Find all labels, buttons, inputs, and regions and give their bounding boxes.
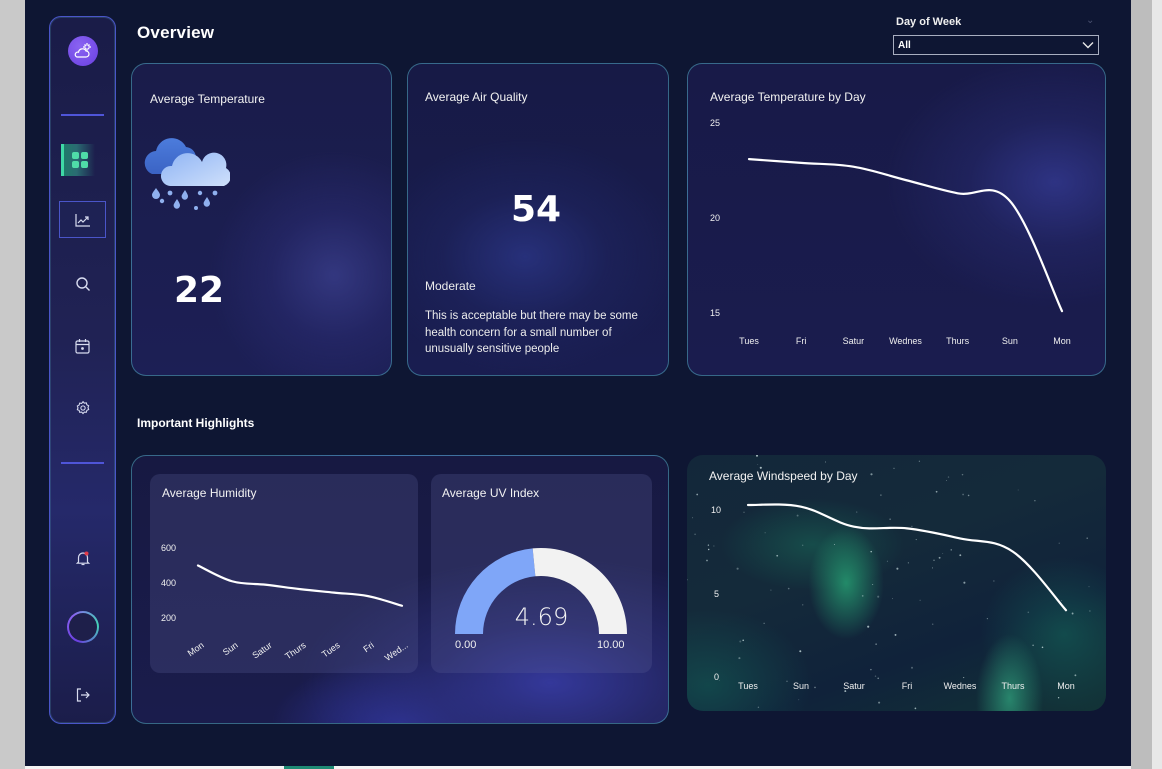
x-tick: Wednes (889, 336, 922, 346)
temperature-by-day-chart-card: Average Temperature by Day 25 20 15 Tues… (687, 63, 1106, 376)
x-tick: Sun (792, 681, 810, 691)
sidebar-divider (61, 114, 104, 116)
sidebar-divider (61, 462, 104, 464)
average-temperature-card: Average Temperature 22 (131, 63, 392, 376)
average-humidity-card: Average Humidity 600 400 200 Mon Sun Satur… (150, 474, 418, 673)
y-tick: 0 (714, 672, 720, 682)
average-uv-index-card: Average UV Index 4.69 0.00 10.00 (431, 474, 652, 673)
sidebar-item-calendar[interactable] (50, 336, 115, 356)
card-title: Average Temperature (150, 92, 265, 106)
x-tick: Satur (842, 336, 865, 346)
x-tick: Mon (1057, 681, 1075, 691)
rain-cloud-icon (144, 138, 230, 210)
cloud-sun-icon (67, 36, 98, 66)
humidity-line-chart[interactable] (150, 474, 418, 673)
y-tick: 5 (714, 589, 720, 599)
sidebar-item-settings[interactable] (50, 398, 115, 418)
y-tick: 25 (710, 118, 721, 128)
section-title: Important Highlights (137, 416, 255, 430)
search-icon (75, 277, 90, 291)
filter-collapse-chevron-icon[interactable]: ⌄ (1086, 15, 1095, 26)
sidebar-item-analytics[interactable] (59, 201, 106, 238)
uv-index-gauge (455, 548, 627, 634)
air-quality-description: This is acceptable but there may be some… (425, 310, 638, 355)
y-tick: 600 (161, 543, 177, 553)
average-air-quality-card: Average Air Quality 54 Moderate This is … (407, 63, 669, 376)
page-tabs-strip (25, 766, 1131, 769)
x-tick: Thurs (1001, 681, 1025, 691)
x-tick: Thurs (946, 336, 970, 346)
chart-title: Average UV Index (442, 486, 540, 500)
chart-title: Average Humidity (162, 486, 257, 500)
sidebar-item-logout[interactable] (50, 685, 115, 705)
average-temperature-value: 22 (174, 270, 225, 311)
chart-title: Average Windspeed by Day (709, 469, 858, 483)
day-of-week-filter-label: Day of Week (896, 16, 962, 28)
logout-icon (76, 688, 90, 702)
y-tick: 400 (161, 578, 177, 588)
x-tick: Sun (1001, 336, 1018, 346)
vertical-scrollbar-track[interactable] (1152, 0, 1162, 769)
gear-icon (76, 400, 89, 415)
active-page-tab[interactable] (284, 766, 334, 769)
grid-icon (71, 152, 88, 168)
data-line (747, 158, 1064, 313)
chevron-down-icon (1082, 42, 1094, 49)
sidebar-logo[interactable] (50, 36, 115, 66)
x-tick: Satur (843, 681, 865, 691)
windspeed-line-chart[interactable] (687, 455, 1106, 711)
x-tick: Tues (738, 681, 758, 691)
day-of-week-select[interactable]: All (893, 35, 1099, 55)
trend-chart-icon (74, 213, 90, 227)
gauge-min-label: 0.00 (455, 639, 477, 651)
sidebar-item-profile[interactable] (50, 609, 115, 645)
air-quality-value: 54 (511, 189, 562, 230)
gauge-max-label: 10.00 (597, 639, 625, 651)
page-title: Overview (137, 23, 215, 42)
bell-icon (75, 551, 90, 566)
chart-title: Average Temperature by Day (710, 90, 866, 104)
y-tick: 15 (710, 308, 721, 318)
highlights-card: Average Humidity 600 400 200 Mon Sun Satur… (131, 455, 669, 724)
avatar (67, 611, 99, 643)
sidebar (49, 16, 116, 724)
temperature-line-chart[interactable] (688, 64, 1106, 376)
x-tick: Wednes (943, 681, 977, 691)
x-tick: Fri (901, 681, 913, 691)
window-left-gutter (0, 0, 25, 769)
x-tick: Fri (795, 336, 807, 346)
data-line (196, 564, 404, 607)
x-tick: Mon (1053, 336, 1071, 346)
sidebar-item-notifications[interactable] (50, 548, 115, 568)
y-tick: 200 (161, 613, 177, 623)
windspeed-by-day-chart-card: Average Windspeed by Day 10 5 0 Tues Sun S… (687, 455, 1106, 711)
data-line (746, 503, 1068, 612)
card-title: Average Air Quality (425, 90, 528, 104)
uv-index-value: 4.69 (514, 603, 569, 631)
day-of-week-selected-value: All (898, 39, 911, 51)
y-tick: 10 (711, 505, 722, 515)
x-tick: Tues (739, 336, 759, 346)
sidebar-item-search[interactable] (50, 274, 115, 294)
calendar-icon (75, 339, 90, 354)
y-tick: 20 (710, 213, 721, 223)
air-quality-status: Moderate (425, 279, 476, 293)
sidebar-item-dashboard[interactable] (61, 144, 95, 176)
